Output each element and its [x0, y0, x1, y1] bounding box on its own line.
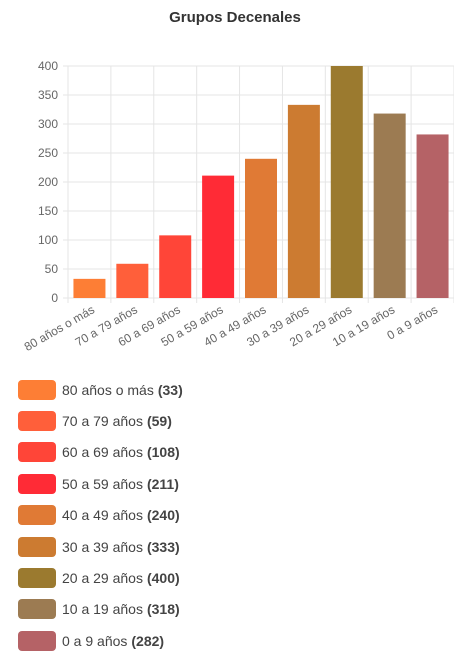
y-tick-label: 200: [38, 175, 58, 189]
legend-value: (333): [146, 538, 180, 555]
bar: [416, 134, 449, 298]
legend-value: (108): [146, 444, 180, 461]
legend-label: 50 a 59 años: [62, 475, 143, 492]
legend-swatch: [18, 505, 56, 526]
bar: [116, 263, 149, 298]
y-tick-label: 50: [45, 262, 59, 276]
legend: 80 años o más (33) 70 a 79 años (59) 60 a 69…: [18, 374, 183, 657]
x-tick-label: 80 años o más: [22, 302, 97, 353]
legend-label: 80 años o más: [62, 381, 154, 398]
legend-item: 60 a 69 años (108): [18, 437, 183, 468]
legend-item: 20 a 29 años (400): [18, 562, 183, 593]
y-tick-label: 100: [38, 233, 58, 247]
bar: [73, 278, 106, 298]
chart-title: Grupos Decenales: [169, 9, 301, 26]
chart: Grupos Decenales 0 50 100 150 200 250 300 350 40…: [22, 9, 454, 354]
bar: [373, 113, 406, 298]
y-tick-label: 400: [38, 59, 58, 73]
legend-item: 30 a 39 años (333): [18, 531, 183, 562]
legend-value: (59): [146, 413, 172, 430]
y-tick-label: 350: [38, 88, 58, 102]
bar: [245, 158, 277, 298]
legend-value: (400): [146, 570, 180, 587]
y-tick-label: 250: [38, 146, 58, 160]
y-tick-label: 0: [51, 291, 58, 305]
legend-swatch: [18, 599, 56, 620]
legend-swatch: [18, 379, 56, 400]
y-tick-label: 150: [38, 204, 58, 218]
legend-value: (318): [146, 601, 180, 618]
legend-swatch: [18, 536, 56, 557]
bar: [202, 175, 235, 298]
legend-swatch: [18, 442, 56, 463]
legend-swatch: [18, 568, 56, 589]
legend-swatch: [18, 630, 56, 651]
legend-item: 10 a 19 años (318): [18, 594, 183, 625]
legend-label: 60 a 69 años: [62, 444, 143, 461]
bar: [330, 66, 363, 298]
legend-label: 40 a 49 años: [62, 507, 143, 524]
legend-item: 0 a 9 años (282): [18, 625, 183, 656]
bar: [159, 235, 192, 298]
legend-value: (33): [157, 381, 183, 398]
legend-value: (240): [146, 507, 180, 524]
legend-label: 10 a 19 años: [62, 601, 143, 618]
legend-item: 70 a 79 años (59): [18, 405, 183, 436]
bar: [287, 104, 320, 298]
y-tick-label: 300: [38, 117, 58, 131]
legend-item: 40 a 49 años (240): [18, 500, 183, 531]
legend-value: (211): [146, 475, 179, 492]
legend-swatch: [18, 473, 56, 494]
legend-label: 20 a 29 años: [62, 570, 143, 587]
legend-label: 70 a 79 años: [62, 413, 143, 430]
legend-item: 50 a 59 años (211): [18, 468, 183, 499]
legend-item: 80 años o más (33): [18, 374, 183, 405]
legend-label: 0 a 9 años: [62, 632, 128, 649]
legend-value: (282): [131, 632, 165, 649]
legend-label: 30 a 39 años: [62, 538, 143, 555]
legend-swatch: [18, 411, 56, 432]
